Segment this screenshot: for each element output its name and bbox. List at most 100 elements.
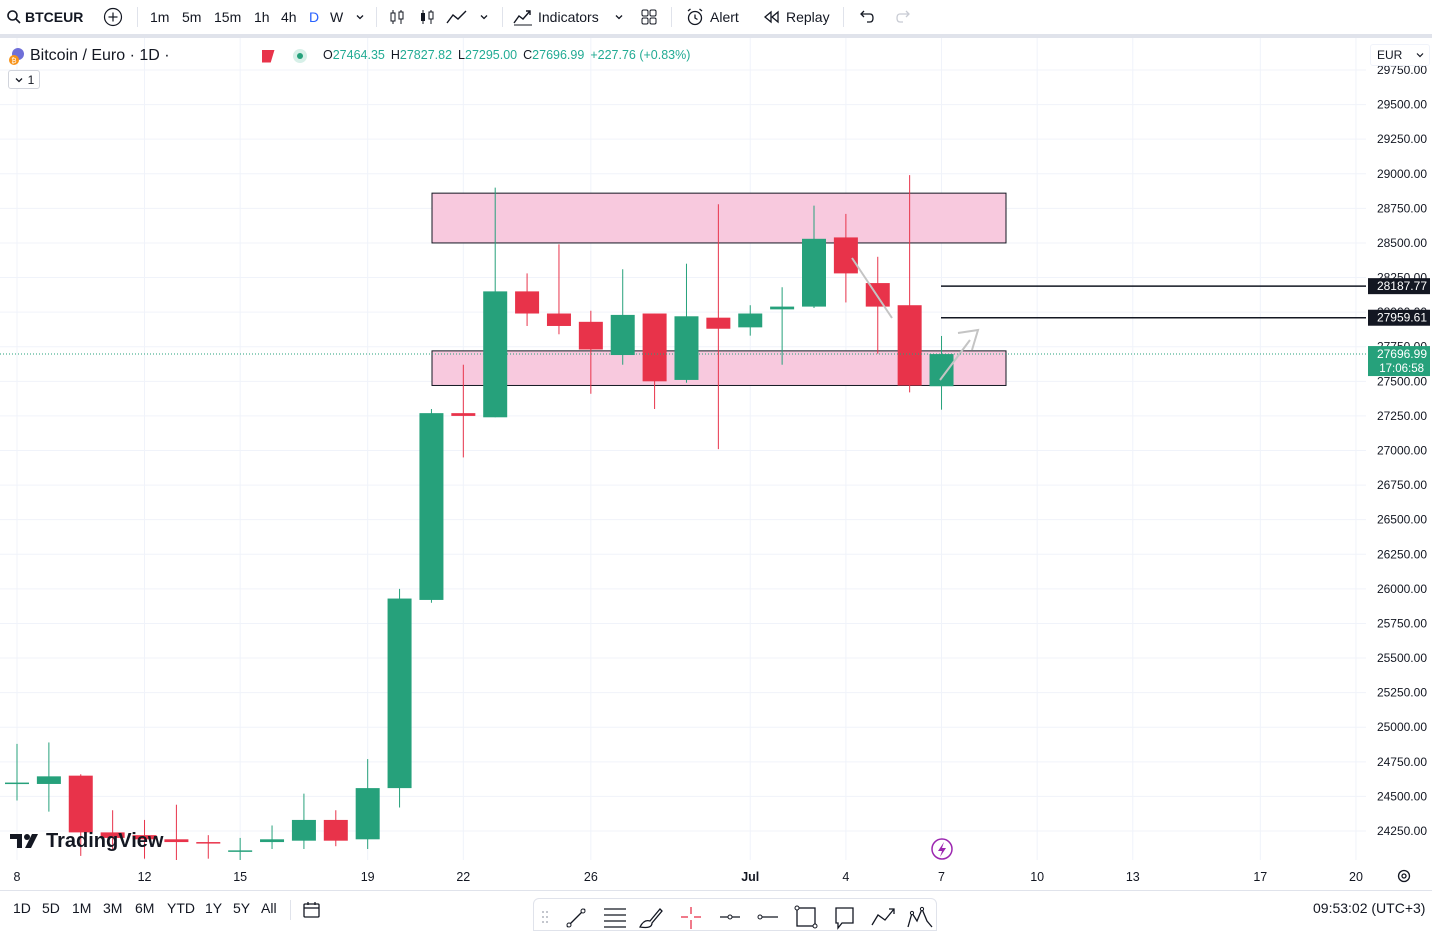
- candle[interactable]: [897, 175, 922, 393]
- candle[interactable]: [642, 313, 667, 409]
- top-toolbar: BTCEUR 1m 5m 15m 1h 4h D W Indicators Al…: [0, 0, 1432, 34]
- candle[interactable]: [674, 263, 699, 383]
- time-tick-label: 22: [456, 870, 470, 884]
- candle[interactable]: [451, 364, 476, 458]
- candle[interactable]: [706, 204, 731, 450]
- drag-handle-icon[interactable]: [542, 911, 548, 923]
- time-scale[interactable]: 8 12 15 19 22 26 Jul 4 7 10 13 17 20: [0, 860, 1432, 890]
- range-5y[interactable]: 5Y: [233, 900, 251, 916]
- range-3m[interactable]: 3M: [103, 900, 123, 916]
- alert-button[interactable]: Alert: [685, 0, 739, 34]
- clock-timezone[interactable]: 09:53:02 (UTC+3): [1313, 900, 1426, 916]
- range-ytd[interactable]: YTD: [167, 900, 195, 916]
- candle[interactable]: [291, 793, 316, 849]
- compare-symbol-button[interactable]: [103, 0, 123, 34]
- candle[interactable]: [68, 774, 93, 856]
- symbol-search-button[interactable]: BTCEUR: [6, 0, 83, 34]
- candle[interactable]: [36, 742, 61, 812]
- brush-icon[interactable]: [639, 908, 663, 929]
- grid-layout-icon: [641, 9, 657, 25]
- redo-button[interactable]: [895, 0, 913, 34]
- price-axis[interactable]: 29750.00 29500.00 29250.00 29000.00 28750.00…: [1366, 38, 1432, 860]
- interval-w[interactable]: W: [330, 9, 344, 25]
- horizontal-ray-icon[interactable]: [720, 914, 740, 920]
- candle[interactable]: [865, 256, 890, 354]
- range-1d[interactable]: 1D: [13, 900, 31, 916]
- interval-d[interactable]: D: [309, 9, 320, 25]
- range-6m[interactable]: 6M: [135, 900, 155, 916]
- rectangle-icon[interactable]: [794, 905, 818, 929]
- symbol-title[interactable]: Bitcoin / Euro · 1D ·: [30, 47, 170, 64]
- lightning-icon[interactable]: [931, 838, 953, 860]
- candle[interactable]: [929, 335, 954, 410]
- candle[interactable]: [387, 588, 412, 808]
- close-value: 27696.99: [532, 48, 585, 62]
- indicators-button[interactable]: Indicators: [513, 0, 599, 34]
- crosshair-icon[interactable]: [681, 907, 701, 929]
- alert-label: Alert: [710, 9, 739, 25]
- price-tick-label: 28500.00: [1377, 236, 1427, 250]
- interval-4h[interactable]: 4h: [281, 9, 297, 25]
- interval-dropdown[interactable]: [354, 0, 366, 34]
- candle[interactable]: [355, 759, 380, 849]
- range-5d[interactable]: 5D: [42, 900, 60, 916]
- currency-selector[interactable]: EUR: [1370, 44, 1430, 66]
- candle[interactable]: [5, 743, 29, 801]
- candle[interactable]: [260, 825, 285, 849]
- candle[interactable]: [546, 244, 571, 335]
- chart-type-dropdown[interactable]: [478, 0, 490, 34]
- candle[interactable]: [196, 835, 221, 859]
- interval-15m[interactable]: 15m: [214, 9, 242, 25]
- candle-body: [164, 839, 189, 843]
- trend-line-icon[interactable]: [566, 908, 586, 928]
- candle[interactable]: [802, 205, 826, 308]
- price-tick-label: 29000.00: [1377, 167, 1427, 181]
- fib-retracement-icon[interactable]: [604, 908, 626, 928]
- layouts-button[interactable]: [640, 0, 658, 34]
- candle-body: [770, 306, 795, 310]
- horizontal-line-icon[interactable]: [757, 914, 778, 920]
- candle[interactable]: [132, 819, 157, 859]
- chart-canvas[interactable]: [0, 38, 1366, 860]
- tradingview-logo[interactable]: TradingView: [10, 828, 163, 854]
- candle[interactable]: [738, 305, 763, 336]
- candle[interactable]: [100, 810, 125, 849]
- indicators-dropdown[interactable]: [613, 0, 625, 34]
- interval-1h[interactable]: 1h: [254, 9, 270, 25]
- candles-chart-type-button[interactable]: [388, 0, 406, 34]
- low-value: 27295.00: [465, 48, 518, 62]
- range-all[interactable]: All: [261, 900, 277, 916]
- candle[interactable]: [833, 213, 858, 303]
- pattern-icon[interactable]: [907, 906, 933, 928]
- last-price-label: 27696.99: [1377, 347, 1427, 361]
- candle-body: [228, 850, 253, 852]
- candle[interactable]: [164, 804, 189, 860]
- calendar-goto-icon[interactable]: [302, 900, 322, 920]
- candle[interactable]: [323, 810, 348, 847]
- replay-button[interactable]: Replay: [763, 0, 830, 34]
- interval-5m[interactable]: 5m: [182, 9, 202, 25]
- candle[interactable]: [515, 273, 540, 326]
- candle[interactable]: [610, 269, 635, 365]
- interval-1m[interactable]: 1m: [150, 9, 170, 25]
- price-scale[interactable]: 29750.00 29500.00 29250.00 29000.00 28750.00…: [1366, 38, 1432, 860]
- line-chart-icon: [446, 10, 467, 24]
- line-chart-type-button[interactable]: [446, 0, 468, 34]
- candle[interactable]: [770, 287, 795, 365]
- legend-collapse-button[interactable]: 1: [8, 70, 40, 89]
- bars-chart-type-button[interactable]: [418, 0, 436, 34]
- undo-button[interactable]: [857, 0, 875, 34]
- candle[interactable]: [419, 408, 444, 603]
- range-1m[interactable]: 1M: [72, 900, 92, 916]
- bitcoin-euro-icon: ₿: [9, 48, 24, 65]
- candle[interactable]: [578, 310, 603, 394]
- settings-icon[interactable]: [1397, 869, 1411, 883]
- callout-icon[interactable]: [835, 907, 854, 930]
- chart-pane[interactable]: ₿ Bitcoin / Euro · 1D · O27464.35 H27827…: [0, 38, 1366, 860]
- path-icon[interactable]: [871, 908, 895, 926]
- flag-icon[interactable]: [261, 49, 275, 63]
- time-axis[interactable]: 8 12 15 19 22 26 Jul 4 7 10 13 17 20: [0, 860, 1432, 890]
- resistance-zone[interactable]: [431, 192, 1007, 244]
- candle[interactable]: [228, 837, 253, 860]
- range-1y[interactable]: 1Y: [205, 900, 223, 916]
